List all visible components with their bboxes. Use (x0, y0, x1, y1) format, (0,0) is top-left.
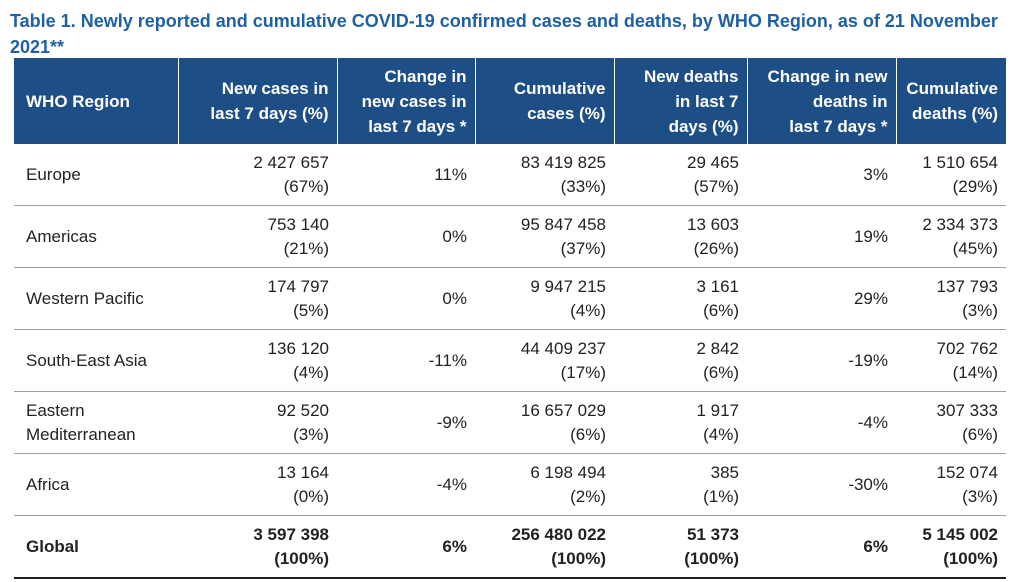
table-row: Eastern Mediterranean 92 520 (3%) -9% 16 657 … (14, 391, 1006, 454)
cell-change-deaths: -19% (747, 329, 896, 392)
cell-cumulative-cases: 83 419 825 (33%) (475, 144, 614, 206)
header-row: WHO Region New cases in last 7 days (%) … (14, 58, 1006, 144)
cell-region: South-East Asia (14, 329, 178, 392)
cell-cumulative-deaths: 1 510 654 (29%) (896, 144, 1006, 206)
cell-change-cases: 6% (337, 515, 475, 579)
cell-new-cases: 174 797 (5%) (178, 267, 337, 330)
cell-cumulative-cases: 9 947 215 (4%) (475, 267, 614, 330)
cell-new-deaths: 385 (1%) (614, 453, 747, 516)
table-row: Western Pacific 174 797 (5%) 0% 9 947 215 (4%… (14, 267, 1006, 330)
table-body: Europe 2 427 657 (67%) 11% 83 419 825 (33%) 29… (14, 144, 1006, 579)
cell-region: Western Pacific (14, 267, 178, 330)
cell-new-deaths: 51 373 (100%) (614, 515, 747, 579)
cell-cumulative-cases: 95 847 458 (37%) (475, 205, 614, 268)
cell-cumulative-cases: 256 480 022 (100%) (475, 515, 614, 579)
cell-change-cases: 0% (337, 205, 475, 268)
header-cumulative-deaths: Cumulative deaths (%) (896, 58, 1006, 144)
cell-region: Global (14, 515, 178, 579)
cell-region: Europe (14, 144, 178, 206)
table-row: Americas 753 140 (21%) 0% 95 847 458 (37%) 13 … (14, 205, 1006, 268)
cell-new-cases: 136 120 (4%) (178, 329, 337, 392)
cell-cumulative-deaths: 152 074 (3%) (896, 453, 1006, 516)
header-new-cases: New cases in last 7 days (%) (178, 58, 338, 144)
cell-change-cases: -11% (337, 329, 475, 392)
cell-change-deaths: -30% (747, 453, 896, 516)
cell-new-deaths: 2 842 (6%) (614, 329, 747, 392)
cell-change-cases: 11% (337, 144, 475, 206)
cell-change-deaths: 3% (747, 144, 896, 206)
covid-region-table: WHO Region New cases in last 7 days (%) … (14, 58, 1006, 579)
cell-region: Americas (14, 205, 178, 268)
table-title: Table 1. Newly reported and cumulative C… (10, 11, 998, 57)
cell-change-deaths: -4% (747, 391, 896, 454)
cell-new-cases: 13 164 (0%) (178, 453, 337, 516)
global-total-row: Global 3 597 398 (100%) 6% 256 480 022 (100%)… (14, 515, 1006, 579)
header-who-region: WHO Region (14, 58, 179, 144)
cell-change-deaths: 19% (747, 205, 896, 268)
cell-cumulative-deaths: 2 334 373 (45%) (896, 205, 1006, 268)
cell-new-deaths: 29 465 (57%) (614, 144, 747, 206)
cell-change-cases: -9% (337, 391, 475, 454)
cell-cumulative-deaths: 137 793 (3%) (896, 267, 1006, 330)
cell-change-deaths: 6% (747, 515, 896, 579)
cell-change-cases: 0% (337, 267, 475, 330)
cell-cumulative-deaths: 5 145 002 (100%) (896, 515, 1006, 579)
cell-new-deaths: 13 603 (26%) (614, 205, 747, 268)
cell-cumulative-cases: 6 198 494 (2%) (475, 453, 614, 516)
cell-region: Africa (14, 453, 178, 516)
cell-new-cases: 753 140 (21%) (178, 205, 337, 268)
cell-new-deaths: 1 917 (4%) (614, 391, 747, 454)
table-row: South-East Asia 136 120 (4%) -11% 44 409 237… (14, 329, 1006, 392)
header-new-deaths: New deaths in last 7 days (%) (614, 58, 748, 144)
cell-cumulative-deaths: 702 762 (14%) (896, 329, 1006, 392)
cell-change-deaths: 29% (747, 267, 896, 330)
header-cumulative-cases: Cumulative cases (%) (475, 58, 615, 144)
cell-new-deaths: 3 161 (6%) (614, 267, 747, 330)
cell-new-cases: 92 520 (3%) (178, 391, 337, 454)
cell-cumulative-cases: 44 409 237 (17%) (475, 329, 614, 392)
header-change-cases: Change in new cases in last 7 days * (337, 58, 476, 144)
cell-cumulative-deaths: 307 333 (6%) (896, 391, 1006, 454)
table-row: Europe 2 427 657 (67%) 11% 83 419 825 (33%) 29… (14, 144, 1006, 206)
cell-new-cases: 3 597 398 (100%) (178, 515, 337, 579)
cell-region: Eastern Mediterranean (14, 391, 178, 454)
cell-cumulative-cases: 16 657 029 (6%) (475, 391, 614, 454)
cell-new-cases: 2 427 657 (67%) (178, 144, 337, 206)
header-change-deaths: Change in new deaths in last 7 days * (747, 58, 897, 144)
table-row: Africa 13 164 (0%) -4% 6 198 494 (2%) 385 (1%) -… (14, 453, 1006, 516)
cell-change-cases: -4% (337, 453, 475, 516)
